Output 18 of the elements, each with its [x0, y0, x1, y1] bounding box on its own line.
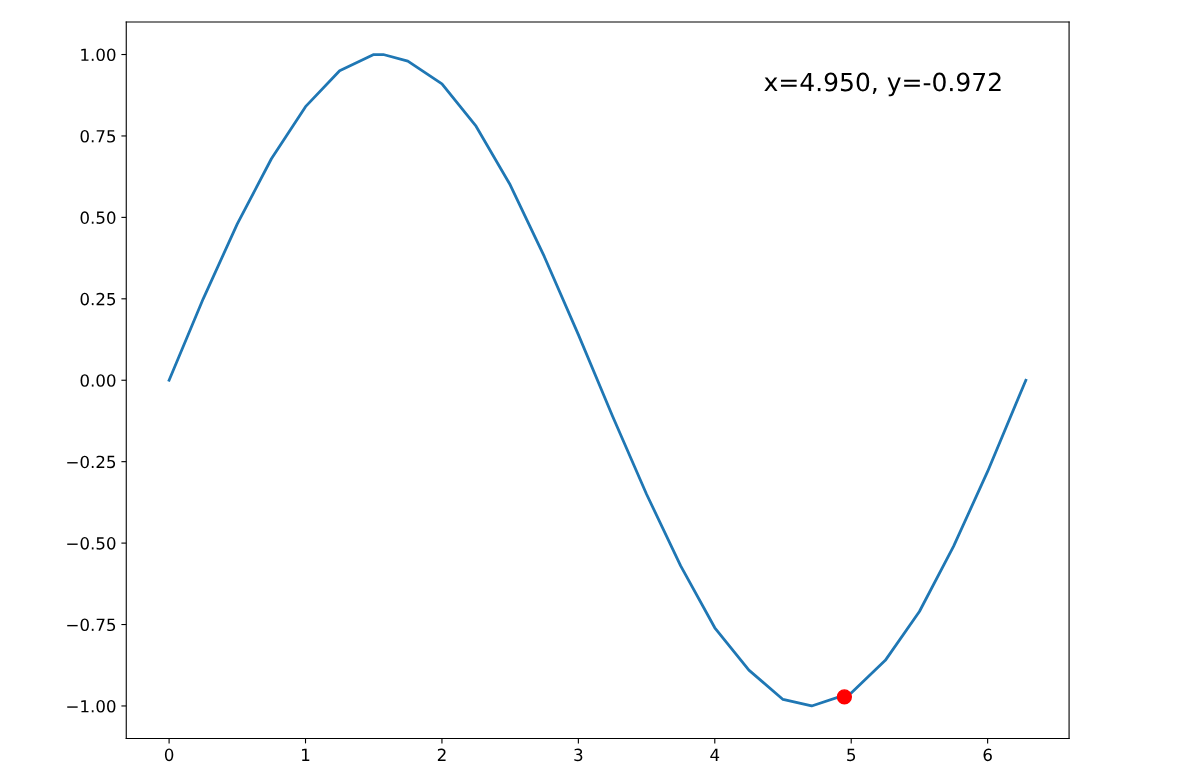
- y-tick-label: 0.25: [80, 292, 116, 306]
- y-tick-label: −0.75: [67, 618, 116, 632]
- x-tick-label: 1: [302, 748, 310, 761]
- x-tick-label: 0: [164, 748, 174, 762]
- x-tick-label: 6: [983, 748, 992, 762]
- y-tick-label: 0.50: [80, 211, 116, 224]
- y-tick-label: −0.25: [67, 455, 116, 469]
- x-tick-label: 2: [437, 748, 446, 761]
- y-tick-label: −0.50: [67, 537, 116, 550]
- y-tick-label: 0.00: [80, 374, 116, 387]
- x-tick-label: 5: [847, 748, 856, 762]
- x-tick-label: 4: [710, 748, 720, 761]
- annotation: x=4.950, y=-0.972: [764, 72, 1001, 97]
- y-tick-label: −1.00: [67, 699, 116, 713]
- y-tick-label: 0.75: [80, 129, 116, 143]
- x-tick-label: 3: [574, 748, 583, 762]
- y-tick-label: 1.00: [81, 48, 116, 62]
- line-series: [167, 53, 1028, 708]
